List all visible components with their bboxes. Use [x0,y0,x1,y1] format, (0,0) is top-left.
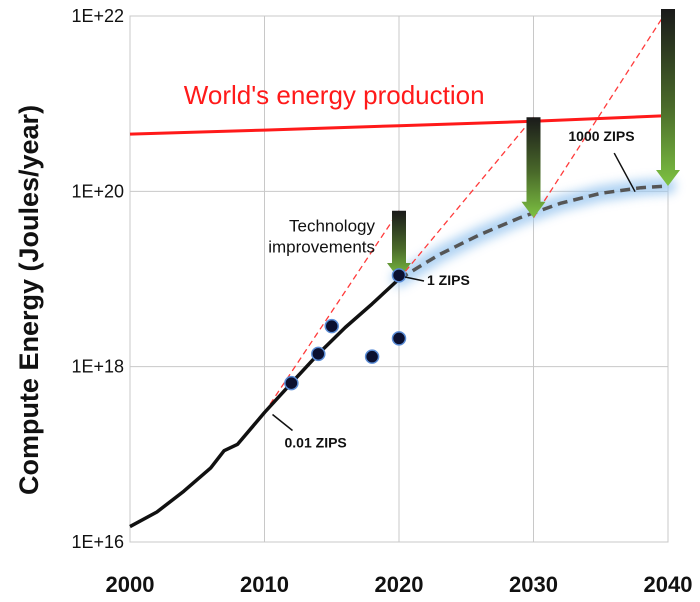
annotation-pointer [613,152,636,193]
projection-line [398,116,534,280]
data-point [324,318,339,334]
chart-labels: 2000 2010 2020 2030 2040 1E+16 1E+18 1E+20 1E+22… [71,6,692,597]
series-label-world-energy: World's energy production [184,80,485,110]
data-point [364,349,380,364]
improvement-arrow [656,9,680,187]
x-tick-label: 2020 [375,572,424,597]
annotation-pointer [404,276,425,282]
y-axis-title: Compute Energy (Joules/year) [14,105,44,495]
annotation-technology-improvements: Technology improvements [268,217,375,257]
x-tick-label: 2040 [644,572,693,597]
data-point [284,375,299,391]
data-point [311,346,326,362]
y-tick-label: 1E+18 [71,357,124,377]
y-tick-label: 1E+22 [71,6,124,26]
y-tick-label: 1E+16 [71,532,124,552]
x-tick-label: 2010 [240,572,289,597]
data-point [391,268,407,283]
annotation-1-zips: 1 ZIPS [427,272,470,288]
series-line-compute [129,277,401,529]
x-tick-label: 2030 [509,572,558,597]
data-point [391,331,407,346]
improvement-arrow [521,117,546,218]
annotation-line: improvements [268,238,375,257]
series-line-compute-projected [398,184,669,281]
improvement-arrow [387,210,411,279]
annotation-line: Technology [289,217,376,236]
improvement-arrows [387,9,680,279]
series-lines [129,114,669,529]
x-tick-label: 2000 [106,572,155,597]
annotation-pointer [272,413,293,432]
data-points [284,268,407,391]
y-tick-label: 1E+20 [71,181,124,201]
series-line-world-energy [129,114,669,136]
annotation-0-01-zips: 0.01 ZIPS [285,435,347,451]
annotation-1000-zips: 1000 ZIPS [568,128,634,144]
projection-line [532,8,669,219]
